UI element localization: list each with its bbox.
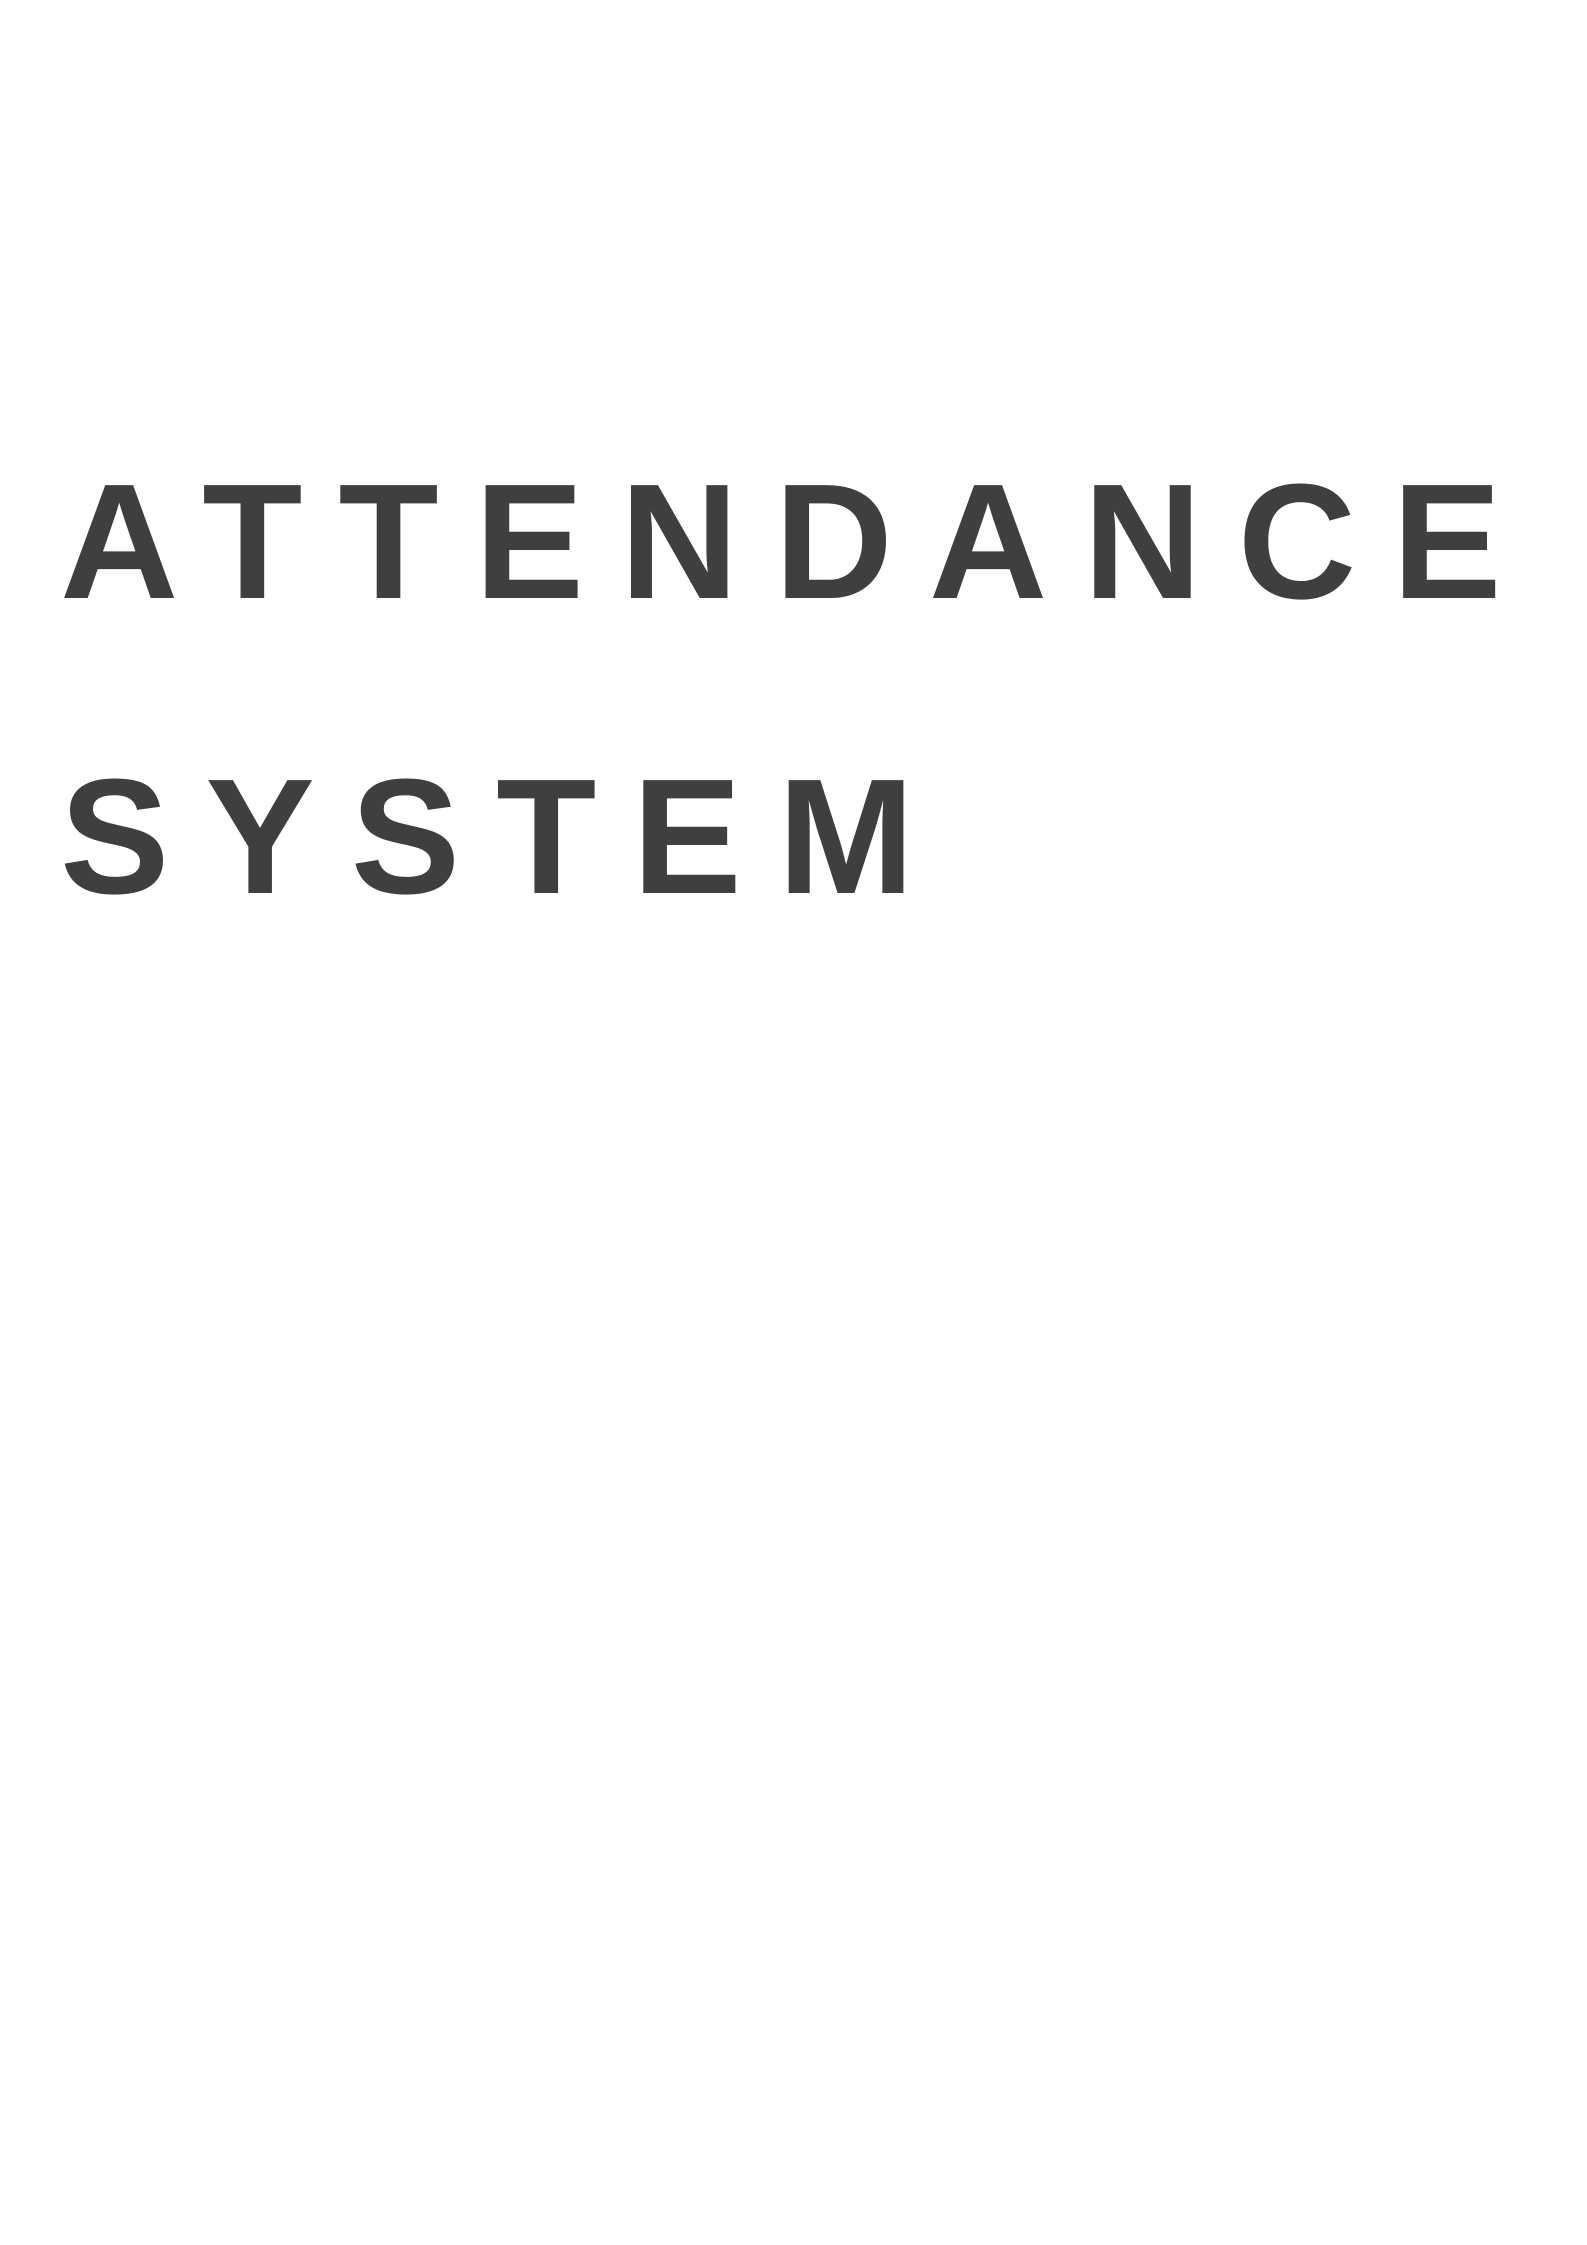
title-line-2: SYSTEM	[60, 745, 951, 928]
title-line-1: ATTENDANCE	[60, 450, 1538, 633]
